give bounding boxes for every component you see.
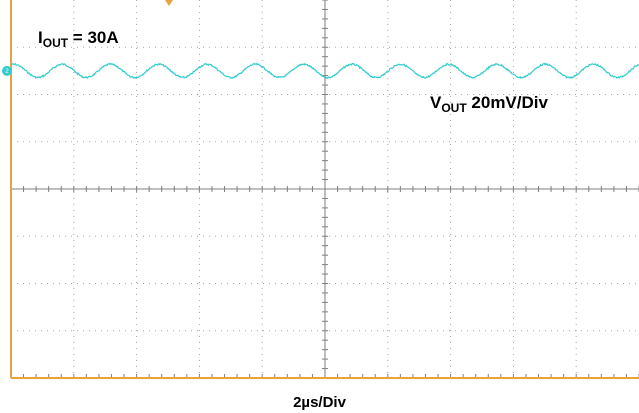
- iout-annotation: IOUT = 30A: [38, 28, 119, 50]
- x-axis-label: 2µs/Div: [293, 394, 346, 411]
- channel-2-marker-label: 2: [5, 69, 9, 75]
- grid: [10, 0, 639, 379]
- vout-ripple-trace: [10, 62, 639, 80]
- vout-annotation: VOUT 20mV/Div: [430, 93, 548, 115]
- channel-2-marker-icon: 2: [2, 65, 12, 76]
- trigger-marker-icon: [165, 0, 173, 6]
